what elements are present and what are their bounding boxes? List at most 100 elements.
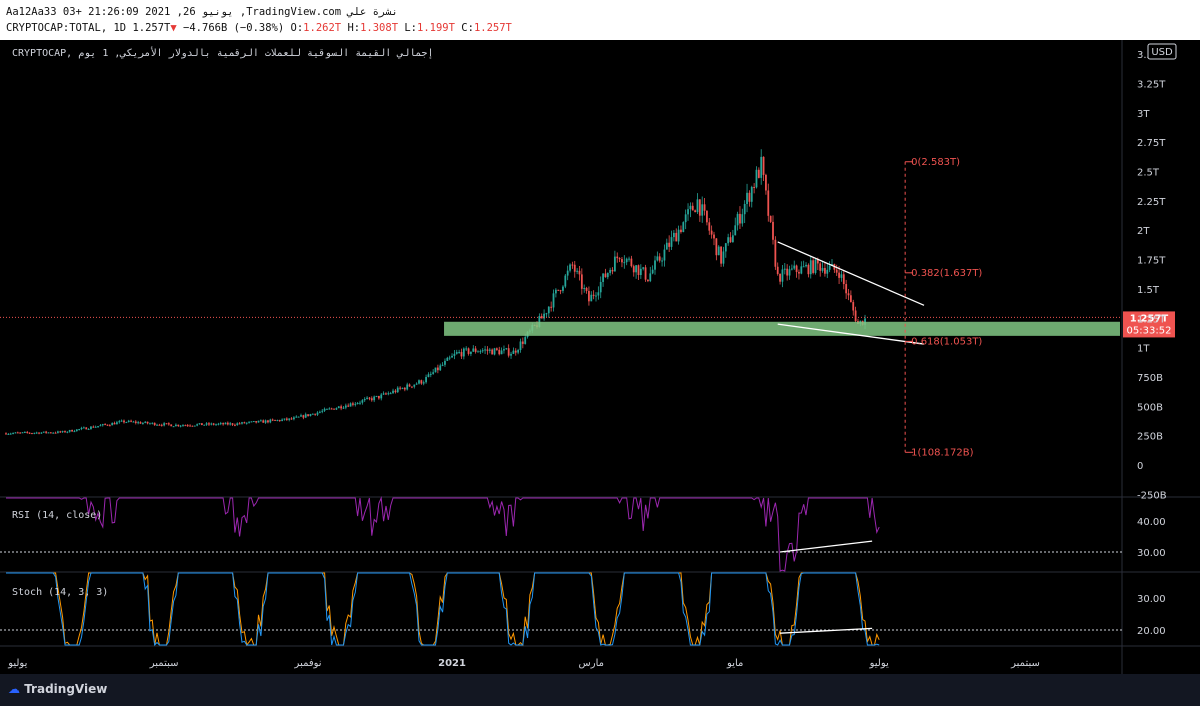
candle-body [210,423,213,425]
candle-body [285,418,288,420]
symbol-name[interactable]: CRYPTOCAP:TOTAL, 1D [6,22,127,34]
triangle-upper-line[interactable] [777,241,925,306]
candle-body [675,232,678,242]
candle-body [340,406,343,409]
candle-body [491,349,494,355]
candle-body [422,382,425,384]
candle-body [403,387,406,390]
candle-body [682,222,685,233]
candle-body [23,431,26,433]
candle-body [739,213,741,224]
candle-body [559,290,562,292]
candle-body [665,242,668,250]
candle-body [160,424,163,426]
candle-body [186,425,189,427]
candle-body [698,199,701,216]
candle-body [196,424,199,426]
tradingview-logo[interactable]: ☁ TradingView [8,682,107,696]
candle-body [52,432,55,434]
candle-body [760,156,763,178]
rsi-pane-label[interactable]: RSI (14, close) [12,510,102,521]
rsi-divergence-line[interactable] [780,540,873,553]
price-tick-label: 2.5T [1137,168,1160,179]
candle-body [826,269,829,274]
candle-body [838,272,840,278]
candle-body [427,374,430,378]
candle-body [359,402,361,404]
candle-body [290,418,293,420]
candle-body [710,230,713,235]
candle-body [425,377,427,383]
candle-body [203,424,206,426]
candle-body [297,416,300,418]
candle-body [234,424,236,426]
stoch-pane-label[interactable]: Stoch (14, 3, 3) [12,587,108,598]
candle-body [5,433,7,435]
price-tag-countdown: 05:33:52 [1127,325,1172,336]
candle-body [262,420,265,423]
time-tick-label: 2021 [438,658,466,669]
candle-body [800,266,803,274]
candle-body [580,274,583,289]
candle-body [236,423,239,426]
candle-body [486,349,489,351]
candle-body [649,273,652,282]
price-tick-label: 3T [1137,109,1150,120]
stoch-divergence-line[interactable] [780,627,873,634]
candle-body [165,423,168,425]
candle-body [420,380,423,384]
candle-body [569,264,571,271]
candle-body [38,432,40,434]
candle-body [821,267,824,271]
candle-body [415,383,418,385]
candle-body [134,421,137,423]
candle-body [472,348,475,352]
candle-body [108,425,111,427]
candle-body [689,205,692,210]
rsi-line [6,496,880,572]
candle-body [625,258,628,263]
candle-body [238,423,241,425]
candle-body [585,287,588,291]
candle-body [663,249,666,261]
candle-body [807,264,810,275]
price-tag [1123,311,1175,338]
candle-body [554,289,557,294]
low-value: 1.199T [417,22,455,34]
price-chart[interactable]: 0(2.583T) 0.382(1.637T) 0.618(1.053T) 1(108… [0,40,1200,674]
candle-body [543,313,545,319]
candle-body [149,423,151,425]
open-value: 1.262T [303,22,342,34]
triangle-lower-line[interactable] [777,323,925,345]
candle-body [790,268,793,270]
candle-body [812,260,815,273]
candle-body [215,424,217,426]
candle-body [630,258,633,267]
candle-body [755,169,758,188]
candle-body [97,426,99,428]
candle-body [278,420,281,422]
candle-body [61,431,64,433]
support-zone[interactable] [444,321,1120,336]
candle-body [366,397,368,399]
candle-body [167,423,170,425]
candle-body [42,431,45,433]
candle-body [703,204,706,211]
candle-body [479,351,482,353]
candle-body [396,387,399,393]
candle-body [753,186,756,188]
candle-body [113,422,116,425]
candle-body [347,405,350,407]
time-tick-label: سبتمبر [149,658,179,669]
price-tick-label: 0 [1137,461,1143,472]
candle-body [198,423,201,425]
candle-body [767,190,770,216]
candle-body [344,405,347,408]
candle-body [73,431,76,433]
candle-body [219,423,222,425]
currency-button[interactable]: USD [1147,43,1177,60]
candle-body [245,422,248,424]
candle-body [488,349,491,351]
candle-body [330,408,333,410]
candle-body [172,426,175,428]
